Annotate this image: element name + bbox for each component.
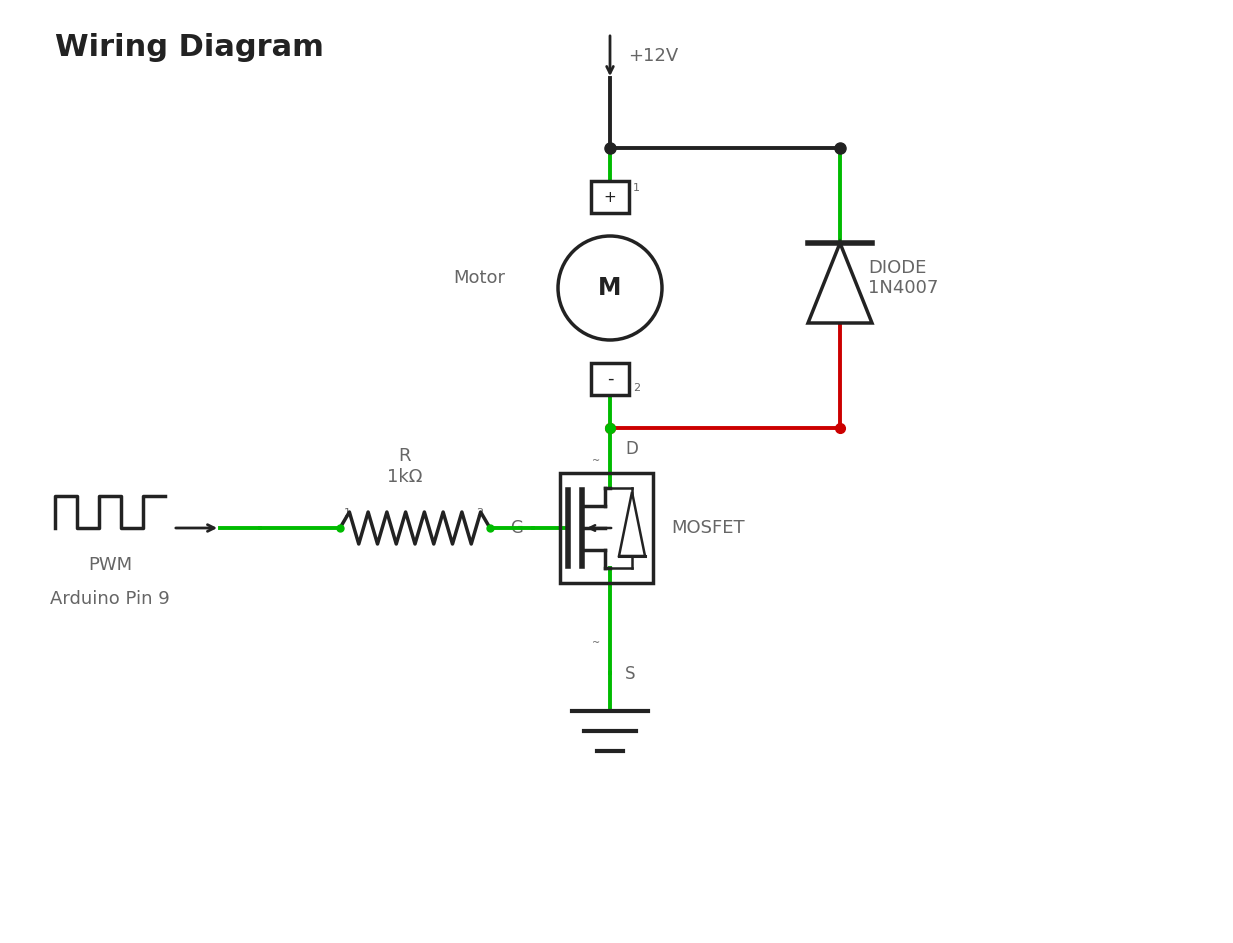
- Polygon shape: [808, 243, 872, 323]
- Bar: [591, 181, 629, 213]
- Text: 2: 2: [633, 383, 640, 393]
- Text: M: M: [598, 276, 621, 300]
- Text: R
1kΩ: R 1kΩ: [387, 447, 423, 486]
- Text: D: D: [625, 440, 637, 458]
- Bar: [560, 473, 653, 583]
- Polygon shape: [619, 492, 645, 556]
- Text: MOSFET: MOSFET: [671, 519, 745, 537]
- Text: G: G: [510, 519, 523, 537]
- Text: S: S: [625, 665, 635, 683]
- Text: DIODE
1N4007: DIODE 1N4007: [868, 258, 938, 297]
- Text: 1: 1: [633, 183, 640, 193]
- Text: ~: ~: [592, 456, 600, 466]
- Text: Wiring Diagram: Wiring Diagram: [55, 33, 324, 62]
- Text: PWM: PWM: [88, 556, 132, 574]
- Text: +: +: [604, 190, 616, 205]
- Text: 1: 1: [344, 508, 351, 518]
- Circle shape: [559, 236, 662, 340]
- Bar: [591, 363, 629, 395]
- Text: 2: 2: [476, 508, 483, 518]
- Text: ~: ~: [592, 638, 600, 648]
- Text: +12V: +12V: [628, 47, 678, 65]
- Text: Motor: Motor: [453, 269, 506, 287]
- Text: -: -: [607, 370, 613, 388]
- Text: Arduino Pin 9: Arduino Pin 9: [51, 590, 170, 608]
